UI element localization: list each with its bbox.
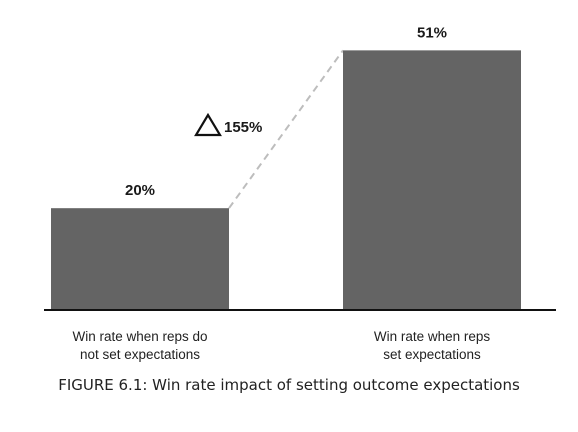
delta-value: 155% bbox=[224, 119, 262, 136]
figure-caption: FIGURE 6.1: Win rate impact of setting o… bbox=[58, 376, 520, 394]
category-label-2-line-1: Win rate when reps bbox=[374, 329, 491, 344]
delta-annotation: 155% bbox=[194, 112, 262, 137]
category-label-2-line-2: set expectations bbox=[383, 347, 481, 362]
bar-2 bbox=[343, 50, 521, 310]
category-label-1-line-1: Win rate when reps do bbox=[72, 329, 207, 344]
growth-connector-line bbox=[228, 49, 344, 209]
bar-value-label-2: 51% bbox=[417, 24, 447, 41]
bar-1 bbox=[51, 208, 229, 310]
delta-triangle-icon bbox=[194, 112, 222, 137]
bar-value-label-1: 20% bbox=[125, 182, 155, 199]
category-label-1-line-2: not set expectations bbox=[80, 347, 200, 362]
